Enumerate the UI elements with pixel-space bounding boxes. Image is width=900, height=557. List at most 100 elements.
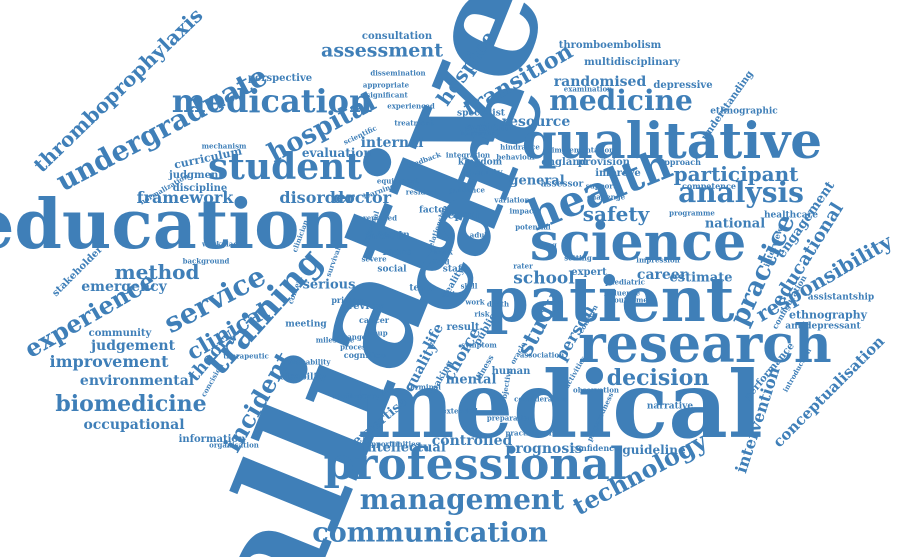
word-medication: medication: [171, 82, 373, 120]
word-bank: bank: [433, 247, 453, 257]
word-skill: skill: [460, 281, 478, 291]
word-improvement: improvement: [49, 352, 169, 371]
word-competence: competence: [682, 181, 736, 191]
word-experienced: experienced: [387, 101, 435, 111]
word-probability: probability: [287, 357, 331, 367]
word-result: result: [446, 322, 480, 333]
word-assessment: assessment: [321, 39, 443, 62]
word-assessor: assessor: [540, 179, 584, 190]
word-patient: patient: [485, 263, 735, 336]
word-setting: setting: [564, 253, 592, 263]
word-rater: rater: [513, 261, 533, 271]
word-internal: internal: [360, 135, 424, 151]
word-evaluation: evaluation: [301, 146, 373, 160]
word-england: england: [541, 157, 587, 168]
word-resident: resident: [405, 187, 439, 197]
word-judgement: judgement: [90, 338, 176, 354]
word-thromboembolism: thromboembolism: [558, 40, 662, 51]
word-professional: professional: [323, 439, 627, 490]
word-programme: programme: [669, 208, 715, 218]
word-primary: primary: [331, 295, 367, 305]
word-process: process: [340, 342, 370, 352]
word-impact: impact: [509, 206, 537, 216]
word-resource: resource: [501, 114, 571, 130]
word-variation: variation: [494, 195, 530, 205]
word-antidepressant: antidepressant: [785, 321, 861, 332]
word-method: method: [114, 260, 200, 284]
word-depressive: depressive: [653, 80, 713, 91]
word-decision: decision: [606, 365, 710, 391]
word-biomedicine: biomedicine: [55, 391, 207, 417]
word-doctor: doctor: [332, 188, 392, 207]
word-therapeutic: therapeutic: [223, 351, 269, 361]
word-treatment: treatment: [394, 118, 434, 128]
word-staff: staff: [442, 264, 466, 275]
word-review: review: [347, 301, 385, 312]
word-observation: observation: [573, 385, 619, 395]
word-occupational: occupational: [83, 417, 185, 433]
word-extended: extended: [442, 406, 478, 416]
word-consultation: consultation: [361, 31, 433, 42]
word-expert: expert: [571, 267, 607, 278]
word-management: management: [359, 483, 565, 516]
word-team: team: [409, 283, 435, 294]
word-estimate: estimate: [669, 270, 733, 286]
word-adult: adult: [469, 230, 491, 240]
word-kingdom: kingdom: [457, 157, 503, 168]
word-outcome: outcome: [614, 295, 648, 305]
word-factor: factor: [418, 205, 450, 216]
word-contingency: contingency: [332, 391, 380, 401]
word-confidence: confidence: [570, 443, 620, 453]
word-randomised: randomised: [553, 74, 647, 90]
word-influence: influence: [603, 288, 641, 298]
word-healthcare: healthcare: [764, 210, 818, 221]
word-provision: provision: [578, 157, 630, 168]
word-background: background: [182, 256, 230, 266]
word-cancer: cancer: [358, 315, 390, 325]
word-cognition: cognition: [343, 350, 387, 360]
word-national: national: [704, 216, 766, 232]
word-severe: severe: [361, 254, 387, 264]
word-more: more: [382, 247, 412, 258]
word-examination: examination: [563, 84, 613, 94]
word-practitioner: practitioner: [505, 428, 553, 438]
word-mental: mental: [445, 372, 497, 388]
word-risk: risk: [474, 309, 490, 319]
word-communication: communication: [312, 517, 548, 549]
word-disability: disability: [279, 372, 327, 383]
word-qualitative: qualitative: [521, 111, 823, 170]
word-identity: identity: [463, 168, 503, 179]
word-multidisciplinary: multidisciplinary: [584, 57, 680, 68]
word-association: association: [519, 350, 565, 360]
word-analysis: analysis: [678, 176, 804, 209]
word-ethnographic: ethnographic: [710, 106, 778, 117]
word-behaviour: behaviour: [496, 152, 536, 162]
word-student: student: [208, 146, 362, 188]
word-paediatric: paediatric: [605, 277, 645, 287]
word-social: social: [377, 264, 407, 275]
word-medicine: medicine: [549, 84, 693, 117]
word-milestone: milestone: [315, 335, 355, 345]
word-approach: approach: [659, 157, 701, 167]
word-prognosis: prognosis: [505, 441, 583, 457]
word-implementation: implementation: [551, 145, 615, 155]
word-perspective: perspective: [247, 73, 313, 84]
word-environmental: environmental: [79, 373, 195, 389]
word-workplace: workplace: [201, 239, 243, 249]
word-impression: impression: [636, 255, 680, 265]
word-discipline: discipline: [172, 183, 228, 194]
word-appropriate: appropriate: [362, 80, 410, 90]
word-consideration: consideration: [514, 394, 568, 404]
word-symptom: symptom: [461, 340, 497, 350]
word-meeting: meeting: [285, 319, 327, 330]
word-opportunities: opportunities: [366, 439, 420, 449]
word-intellectual: intellectual: [362, 440, 446, 456]
word-change: change: [337, 332, 367, 342]
word-participant: participant: [673, 162, 799, 186]
word-dissemination: dissemination: [370, 68, 426, 78]
word-report: report: [441, 208, 481, 222]
word-serious: serious: [302, 277, 356, 293]
word-potential: potential: [515, 222, 551, 232]
word-medical: medical: [357, 351, 763, 459]
